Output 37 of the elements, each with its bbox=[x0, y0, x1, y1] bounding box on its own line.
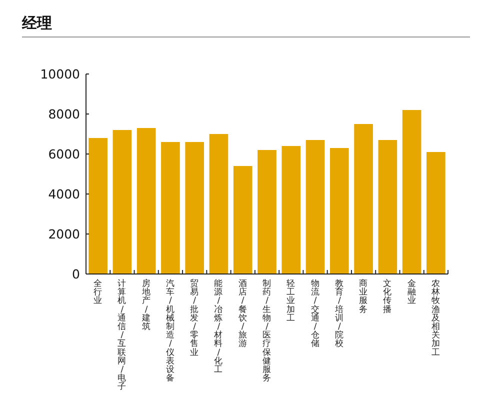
x-tick-label: 文化传播 bbox=[383, 278, 392, 315]
x-tick-label: 物流/交通/仓储 bbox=[310, 278, 320, 350]
bar bbox=[185, 142, 204, 274]
bar bbox=[426, 152, 446, 274]
x-tick-label: 金融业 bbox=[407, 278, 416, 306]
bar bbox=[378, 140, 398, 274]
x-tick-label: 商业服务 bbox=[359, 278, 368, 315]
y-tick-label: 8000 bbox=[48, 106, 80, 122]
category-label: 汽车/机械制造/仪表设备 bbox=[166, 279, 175, 384]
y-tick-label: 2000 bbox=[48, 226, 80, 242]
bar bbox=[354, 124, 373, 274]
y-tick-label: 4000 bbox=[48, 186, 80, 202]
bar bbox=[88, 138, 108, 274]
bar bbox=[209, 134, 228, 274]
bar bbox=[306, 140, 325, 274]
x-tick-label: 全行业 bbox=[94, 278, 103, 306]
category-label: 农林牧渔及相关加工 bbox=[431, 279, 440, 358]
bar bbox=[112, 130, 132, 274]
y-tick-label: 10000 bbox=[40, 66, 80, 82]
bar bbox=[233, 166, 252, 274]
category-label: 制药/生物/医疗保健服务 bbox=[262, 279, 272, 384]
category-label: 贸易/批发/零售业 bbox=[190, 279, 200, 358]
x-tick-label: 房地产/建筑 bbox=[140, 278, 151, 332]
bar bbox=[136, 128, 156, 274]
category-label: 能源/冶炼/材料/化工 bbox=[214, 279, 224, 375]
bar bbox=[330, 148, 349, 274]
x-tick-label: 酒店/餐饮/旅游 bbox=[237, 278, 248, 350]
bar bbox=[258, 150, 276, 274]
bar bbox=[282, 146, 301, 274]
x-tick-label: 教育/培训/院校 bbox=[334, 278, 344, 350]
x-tick-label: 轻工业加工 bbox=[286, 278, 296, 324]
chart-title: 经理 bbox=[21, 14, 52, 32]
y-tick-label: 0 bbox=[72, 266, 80, 282]
category-label: 计算机/通信/互联网/电子 bbox=[118, 279, 127, 392]
bar bbox=[161, 142, 180, 274]
y-tick-label: 6000 bbox=[48, 146, 80, 162]
bar bbox=[402, 110, 422, 274]
